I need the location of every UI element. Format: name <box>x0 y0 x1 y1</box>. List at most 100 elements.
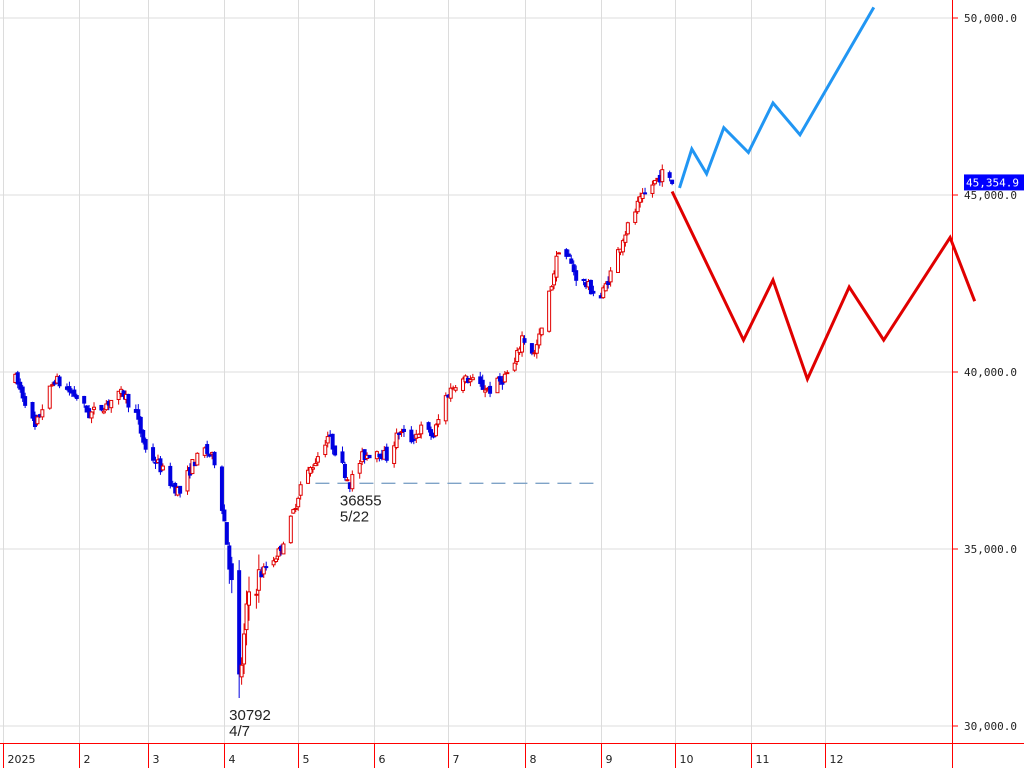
candle-body <box>556 252 561 255</box>
candle-body <box>552 273 557 286</box>
candle-body <box>601 287 606 299</box>
candle-body <box>537 333 542 346</box>
x-tick-label: 2 <box>84 753 91 766</box>
candle-body <box>219 466 224 511</box>
x-tick-label: 8 <box>530 753 537 766</box>
candle-body <box>362 449 367 461</box>
candle-body <box>293 507 298 510</box>
candle-body <box>616 249 620 273</box>
candle-body <box>227 545 232 570</box>
candle-body <box>483 389 488 393</box>
candle-body <box>158 458 163 473</box>
candle-body <box>640 192 645 199</box>
candle-body <box>603 283 608 292</box>
candle-body <box>23 396 28 406</box>
candle-body <box>185 470 190 492</box>
candle-body <box>271 560 276 566</box>
candle-body <box>515 350 520 363</box>
candle-body <box>47 385 52 409</box>
candle-body <box>121 390 126 397</box>
candle-body <box>633 211 638 223</box>
candle-body <box>264 566 269 569</box>
candle-body <box>345 479 350 482</box>
candle-body <box>313 462 318 467</box>
candle-body <box>591 290 596 294</box>
candle-body <box>143 439 148 450</box>
candle-body <box>399 431 404 434</box>
price-tag-label: 45,354.9 <box>966 176 1019 189</box>
candle-body <box>367 454 372 459</box>
candle-body <box>151 447 156 461</box>
candle-body <box>244 603 249 631</box>
candle-body <box>109 399 114 409</box>
candle-body <box>67 386 72 393</box>
candle-body <box>670 179 675 184</box>
candle-body <box>495 377 500 394</box>
candle-body <box>239 664 244 678</box>
candle-body <box>588 279 593 295</box>
candle-body <box>549 286 554 291</box>
candle-body <box>638 196 643 203</box>
candle-body <box>433 424 438 437</box>
candle-body <box>35 416 40 425</box>
x-tick-label: 10 <box>680 753 694 766</box>
candle-body <box>50 384 55 387</box>
chart-grid <box>0 0 952 743</box>
x-tick-label: 5 <box>303 753 310 766</box>
candle-body <box>222 509 227 522</box>
candle-body <box>436 419 441 425</box>
candle-body <box>554 255 559 278</box>
candle-body <box>625 222 630 235</box>
candle-body <box>652 179 657 185</box>
candle-body <box>229 563 234 581</box>
candle-body <box>333 445 338 456</box>
candle-body <box>242 633 247 665</box>
candle-body <box>342 463 347 479</box>
candle-body <box>635 200 640 213</box>
annotation-date: 4/7 <box>229 723 250 740</box>
candle-body <box>581 279 586 282</box>
candle-body <box>461 378 466 391</box>
candle-body <box>608 270 613 283</box>
candle-body <box>623 234 628 243</box>
candle-body <box>276 548 281 557</box>
candle-body <box>315 456 320 463</box>
candle-body <box>566 253 571 257</box>
candle-body <box>574 270 579 281</box>
x-tick-label: 3 <box>153 753 160 766</box>
candle-body <box>138 416 143 434</box>
candle-body <box>99 404 104 411</box>
candle-body <box>497 376 502 382</box>
candle-body <box>448 387 453 399</box>
forecast-lines <box>670 6 977 384</box>
forecast-line-blue <box>678 6 876 189</box>
candle-body <box>569 258 574 264</box>
candle-body <box>92 406 97 410</box>
candle-body <box>429 429 434 437</box>
candle-body <box>224 522 229 545</box>
candle-body <box>453 387 458 391</box>
candle-body <box>205 444 210 454</box>
candle-body <box>488 385 493 394</box>
candle-body <box>468 379 473 383</box>
candle-body <box>247 591 251 606</box>
candle-body <box>350 474 355 490</box>
candle-body <box>409 429 414 443</box>
candle-body <box>104 403 109 411</box>
candle-body <box>340 451 345 463</box>
candle-body <box>539 327 544 336</box>
forecast-line-red <box>670 190 977 384</box>
candle-body <box>160 465 165 471</box>
x-tick-label: 12 <box>830 753 844 766</box>
candle-body <box>411 438 416 441</box>
candle-body <box>82 395 87 404</box>
candle-body <box>571 264 576 273</box>
candle-body <box>620 240 625 253</box>
candle-body <box>564 249 569 257</box>
candle-body <box>643 192 648 195</box>
candle-body <box>74 395 79 399</box>
candle-body <box>281 543 286 555</box>
candle-body <box>89 411 94 419</box>
